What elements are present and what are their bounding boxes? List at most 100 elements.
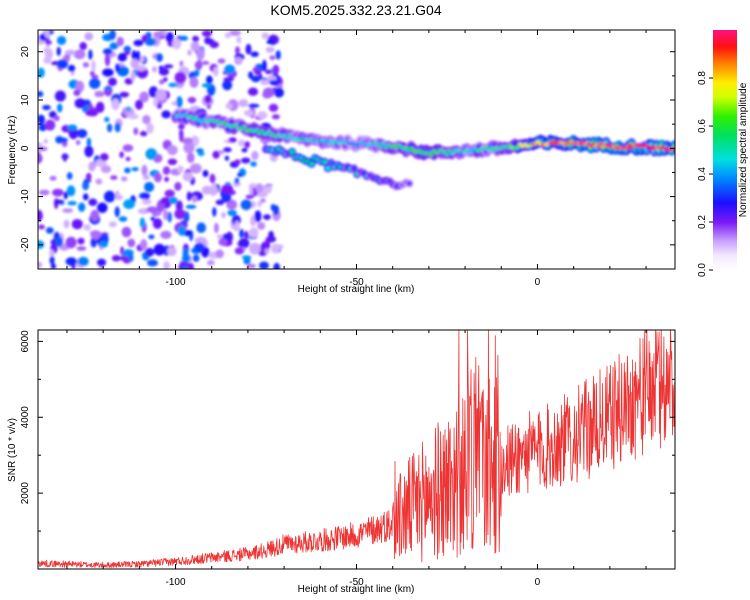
heatmap-noise-cell [158, 67, 170, 76]
heatmap-ridge-core [183, 113, 188, 117]
heatmap-ridge-core [267, 130, 272, 134]
heatmap-noise-cell [86, 137, 92, 148]
heatmap-noise-cell [209, 41, 219, 49]
heatmap-ridge-core [627, 143, 631, 147]
heatmap-ridge-core [234, 123, 239, 127]
top-x-tick-label: -100 [166, 277, 186, 288]
heatmap-noise-cell [162, 166, 171, 175]
heatmap-noise-cell [249, 242, 261, 255]
heatmap-noise-cell [55, 236, 63, 247]
heatmap-noise-cell [202, 170, 209, 177]
heatmap-noise-cell [65, 236, 77, 249]
heatmap-ridge-core [599, 141, 604, 145]
heatmap-noise-cell [201, 83, 212, 88]
heatmap-noise-cell [183, 142, 195, 154]
heatmap-ridge-core [376, 142, 381, 146]
heatmap-noise-cell [254, 69, 262, 76]
heatmap-noise-cell [191, 195, 198, 203]
bottom-x-tick-label: -50 [349, 577, 364, 588]
heatmap-noise-cell [161, 110, 171, 119]
heatmap-noise-cell [169, 196, 178, 204]
heatmap-noise-cell [222, 79, 233, 91]
heatmap-noise-cell [89, 78, 101, 89]
heatmap-noise-cell [108, 77, 117, 87]
heatmap-noise-cell [94, 90, 105, 98]
bottom-x-axis-label: Height of straight line (km) [298, 584, 415, 595]
heatmap-noise-cell [164, 189, 175, 198]
heatmap-noise-cell [148, 234, 155, 240]
heatmap-noise-cell [178, 123, 185, 130]
colorbar-label: Normalized spectral amplitude [738, 82, 749, 217]
heatmap-noise-cell [182, 265, 189, 269]
heatmap-noise-cell [248, 227, 259, 238]
heatmap-noise-cell [271, 243, 280, 254]
heatmap-noise-cell [62, 153, 67, 162]
colorbar-tick-label: 0.4 [697, 167, 708, 181]
heatmap-ridge-core [533, 142, 538, 146]
heatmap-noise-cell [56, 59, 69, 69]
heatmap-noise-cell [167, 158, 178, 165]
colorbar-tick-label: 0.8 [697, 71, 708, 85]
heatmap-noise-cell [189, 76, 199, 88]
heatmap-noise-cell [147, 259, 158, 267]
heatmap-noise-cell [254, 210, 262, 223]
heatmap-branch-cell [325, 166, 331, 171]
heatmap-noise-cell [82, 193, 89, 201]
heatmap-noise-cell [82, 180, 89, 191]
heatmap-noise-cell [119, 151, 124, 158]
heatmap-noise-cell [106, 123, 113, 133]
heatmap-noise-cell [65, 257, 78, 266]
top-y-tick-label: 20 [20, 46, 31, 58]
top-y-tick-label: 0 [20, 145, 31, 151]
heatmap-ridge-core [464, 148, 469, 152]
heatmap-noise-cell [234, 177, 240, 184]
heatmap-noise-cell [248, 71, 254, 79]
heatmap-noise-cell [223, 77, 235, 82]
heatmap-noise-cell [59, 137, 68, 143]
heatmap-ridge-core [241, 125, 246, 129]
heatmap-noise-cell [128, 113, 139, 120]
heatmap-ridge-core [361, 140, 365, 144]
heatmap-noise-cell [257, 111, 268, 119]
heatmap-noise-cell [118, 216, 128, 222]
heatmap-noise-cell [176, 96, 183, 108]
heatmap-noise-cell [201, 30, 212, 37]
heatmap-noise-cell [85, 172, 92, 181]
heatmap-noise-cell [90, 70, 95, 77]
heatmap-noise-cell [66, 172, 73, 180]
heatmap-ridge-core [485, 146, 490, 150]
heatmap-noise-cell [229, 30, 241, 36]
heatmap-ridge-core [535, 140, 540, 144]
heatmap-noise-cell [265, 236, 271, 245]
heatmap-noise-cell [38, 91, 44, 98]
heatmap-noise-cell [164, 176, 170, 182]
heatmap-noise-cell [270, 203, 276, 212]
heatmap-noise-cell [114, 206, 120, 218]
heatmap-noise-cell [179, 60, 184, 67]
heatmap-ridge-core [515, 146, 520, 150]
heatmap-noise-cell [90, 230, 102, 240]
heatmap-noise-cell [177, 165, 184, 174]
heatmap-noise-cell [238, 100, 249, 108]
colorbar: 0.0 0.2 0.4 0.6 0.8 Normalized spectral ampl… [697, 30, 749, 277]
heatmap-noise-cell [167, 145, 178, 156]
heatmap-noise-cell [180, 35, 189, 41]
heatmap-noise-cell [260, 79, 270, 86]
heatmap-noise-cell [226, 199, 238, 210]
heatmap-noise-cell [181, 254, 191, 263]
heatmap-noise-cell [186, 152, 195, 164]
heatmap-ridge-core [394, 145, 398, 150]
heatmap-noise-cell [67, 124, 78, 131]
top-y-tick-label: -10 [20, 189, 31, 204]
heatmap-ridge-core [383, 145, 388, 149]
heatmap-noise-cell [194, 60, 203, 70]
heatmap-ridge-core [300, 136, 305, 140]
heatmap-noise-cell [38, 224, 45, 230]
heatmap-noise-cell [260, 198, 266, 203]
heatmap-noise-cell [201, 60, 210, 65]
heatmap-ridge-core [624, 146, 629, 150]
heatmap-noise-cell [263, 214, 271, 221]
heatmap-noise-cell [236, 36, 242, 44]
bottom-x-ticks: -100 -50 0 [66, 330, 647, 588]
heatmap-noise-cell [63, 219, 70, 229]
